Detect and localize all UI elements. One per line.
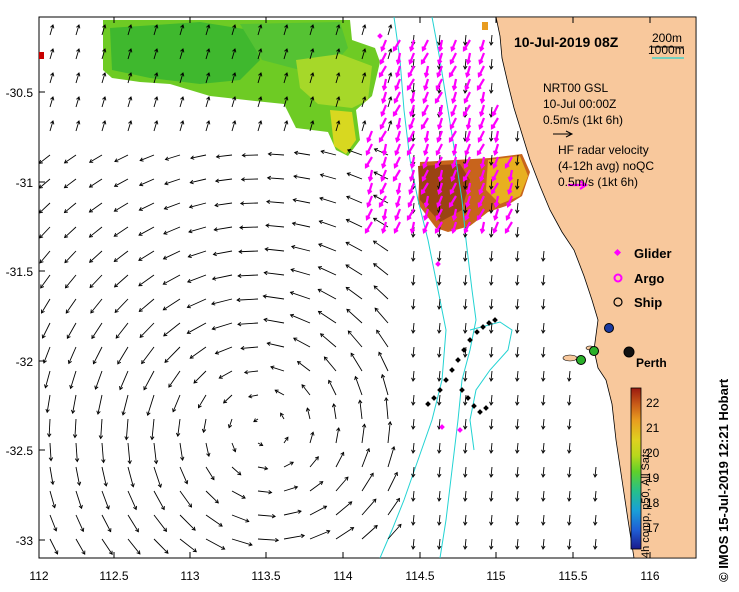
x-tick-label: 112 [29,569,48,583]
y-tick-label: -30.5 [6,86,34,100]
radar-scale-arrow [568,180,588,190]
radar-subtitle: (4-12h avg) noQC [558,159,655,173]
legend-argo-label: Argo [634,271,665,286]
land-mass [495,16,697,559]
y-axis-labels: -30.5 -31 -31.5 -32 -32.5 -33 [6,86,34,548]
radar-velocity-arrows [364,39,514,235]
colorbar-tick: 22 [646,396,660,410]
y-tick-label: -32.5 [6,444,34,458]
x-tick-label: 115 [486,569,505,583]
x-tick-label: 116 [640,569,659,583]
sst-patch-north [103,20,380,156]
colorbar-tick: 17 [646,521,660,535]
colorbar-tick: 18 [646,496,660,510]
colorbar-title: 4h comp, p50, All Sats [640,448,652,558]
sst-patch-radar [418,154,530,232]
model-name: NRT00 GSL [543,81,609,95]
x-tick-label: 114 [333,569,352,583]
ship-legend-symbol [613,297,623,307]
radar-scale-label: 0.5m/s (1kt 6h) [558,175,639,189]
model-velocity-arrows [38,24,598,555]
x-tick-label: 112.5 [99,569,128,583]
model-scale-arrow [553,130,574,138]
y-tick-label: -31 [16,176,34,190]
glider-track [425,317,498,415]
radar-title: HF radar velocity [558,143,649,157]
x-tick-label: 115.5 [558,569,587,583]
isobath-200-label: 200m [652,31,682,45]
y-tick-label: -32 [16,355,34,369]
isobath-contours [379,16,513,559]
radar-info: HF radar velocity (4-12h avg) noQC 0.5m/… [558,142,654,190]
sst-pixel [482,22,488,30]
x-axis-labels: 112 112.5 113 113.5 114 114.5 115 115.5 … [29,569,659,583]
date-title: 10-Jul-2019 08Z [514,34,619,50]
colorbar [630,387,642,550]
colorbar-tick: 21 [646,421,660,435]
colorbar-tick: 19 [646,471,660,485]
legend-glider-label: Glider [634,246,672,261]
ship-markers [576,323,635,365]
isobath-1000-label: 1000m [648,43,685,57]
glider-legend-symbol [613,248,622,257]
model-scale-label: 0.5m/s (1kt 6h) [543,113,624,127]
colorbar-tick: 20 [646,446,660,460]
model-time: 10-Jul 00:00Z [543,97,617,111]
credit-line: © IMOS 15-Jul-2019 12:21 Hobart [716,378,731,582]
model-info: NRT00 GSL 10-Jul 00:00Z 0.5m/s (1kt 6h) [543,80,623,128]
y-tick-label: -33 [16,534,34,548]
legend-ship-label: Ship [634,295,663,310]
perth-marker [623,346,635,358]
argo-legend-symbol [613,273,623,283]
y-tick-label: -31.5 [6,265,34,279]
x-tick-label: 114.5 [405,569,434,583]
x-tick-label: 113.5 [251,569,280,583]
perth-label: Perth [636,356,667,370]
axis-ticks [38,17,651,558]
edge-marker [39,52,44,59]
colorbar-ticks: 22 21 20 19 18 17 [646,396,660,535]
x-tick-label: 113 [180,569,199,583]
